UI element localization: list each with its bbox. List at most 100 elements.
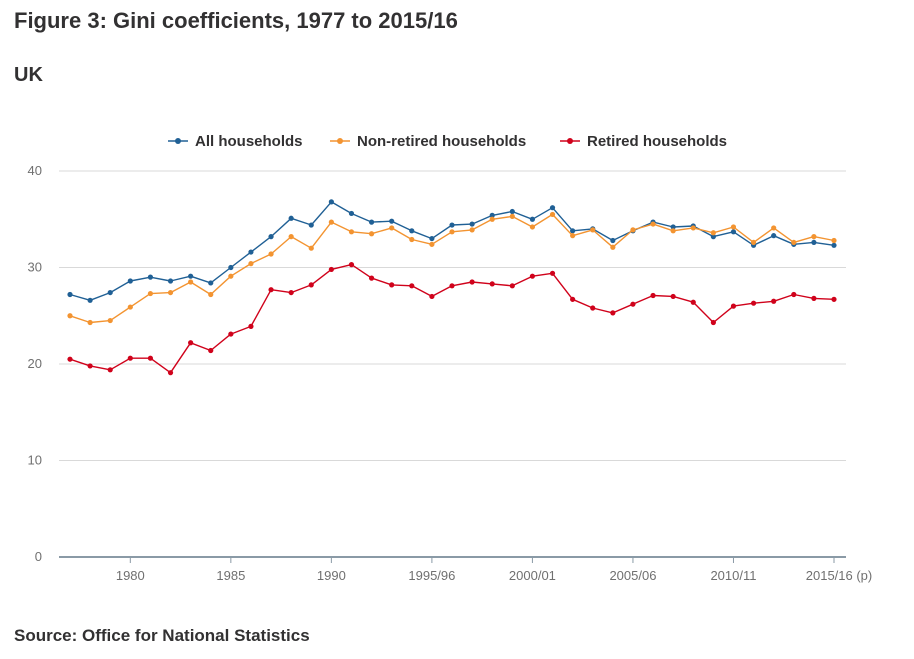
- data-point: [670, 224, 676, 230]
- data-point: [449, 283, 455, 289]
- data-point: [268, 287, 274, 293]
- plot-area: [67, 199, 837, 376]
- data-point: [509, 283, 515, 289]
- x-tick-label: 2000/01: [509, 568, 556, 583]
- y-tick-label: 30: [28, 260, 42, 275]
- data-point: [67, 356, 73, 362]
- data-point: [228, 273, 234, 279]
- data-point: [107, 317, 113, 324]
- data-point: [811, 239, 817, 246]
- data-point: [127, 304, 133, 310]
- data-point: [87, 363, 93, 369]
- data-point: [690, 225, 696, 231]
- chart-source: Source: Office for National Statistics: [14, 626, 310, 645]
- data-point: [328, 199, 334, 205]
- data-point: [650, 292, 656, 299]
- data-point: [87, 297, 93, 303]
- legend-swatch-marker: [175, 138, 181, 144]
- data-point: [248, 261, 254, 267]
- data-point: [429, 235, 435, 242]
- data-point: [348, 229, 355, 235]
- data-point: [831, 237, 837, 244]
- data-point: [288, 234, 294, 240]
- legend-label: Retired households: [587, 133, 727, 150]
- y-tick-label: 10: [28, 453, 42, 468]
- data-point: [570, 296, 576, 302]
- data-point: [368, 219, 375, 225]
- data-point: [107, 367, 113, 373]
- data-point: [630, 301, 636, 307]
- data-point: [549, 270, 556, 276]
- data-point: [509, 208, 515, 215]
- data-point: [127, 278, 133, 284]
- data-point: [208, 347, 214, 354]
- x-tick-label: 2010/11: [710, 568, 756, 583]
- data-point: [590, 227, 596, 233]
- data-point: [348, 262, 355, 268]
- data-point: [570, 228, 576, 234]
- data-point: [127, 355, 133, 361]
- data-point: [208, 291, 214, 298]
- data-point: [87, 319, 93, 326]
- data-point: [509, 213, 515, 219]
- data-point: [248, 249, 254, 255]
- data-point: [610, 237, 616, 244]
- x-tick-label: 1990: [317, 568, 346, 583]
- x-tick-label: 2015/16 (p): [806, 568, 873, 583]
- data-point: [710, 230, 716, 236]
- data-point: [147, 290, 154, 297]
- data-point: [449, 229, 455, 235]
- data-point: [167, 278, 174, 284]
- data-point: [268, 251, 274, 257]
- data-point: [750, 239, 757, 246]
- data-point: [730, 303, 737, 309]
- legend-item-3: Retired households: [560, 133, 727, 150]
- data-point: [771, 233, 777, 239]
- data-point: [570, 233, 576, 239]
- data-point: [188, 279, 194, 285]
- data-point: [831, 242, 837, 248]
- data-point: [228, 331, 234, 337]
- data-point: [328, 266, 334, 273]
- data-point: [429, 241, 435, 247]
- series-line-3: [69, 263, 835, 374]
- data-point: [308, 245, 314, 251]
- chart-legend: All households Non-retired households Reti…: [168, 133, 727, 150]
- data-point: [730, 229, 737, 235]
- data-point: [328, 219, 334, 225]
- data-point: [268, 234, 274, 240]
- y-tick-label: 40: [28, 163, 42, 178]
- data-point: [308, 222, 314, 228]
- data-point: [167, 289, 174, 296]
- data-point: [348, 210, 355, 217]
- chart-subtitle: UK: [14, 64, 43, 86]
- data-point: [590, 305, 596, 311]
- data-point: [529, 273, 536, 279]
- x-tick-label: 1995/96: [408, 568, 455, 583]
- data-point: [469, 221, 475, 227]
- x-tick-label: 1985: [216, 568, 245, 583]
- data-point: [368, 231, 375, 237]
- x-tick-label: 1980: [116, 568, 145, 583]
- data-point: [529, 216, 536, 222]
- data-point: [771, 225, 777, 231]
- x-tick-label: 2005/06: [609, 568, 656, 583]
- data-point: [811, 295, 817, 301]
- legend-item-1: All households: [168, 133, 303, 150]
- data-point: [771, 298, 777, 304]
- data-point: [650, 221, 656, 227]
- data-point: [67, 313, 73, 319]
- data-point: [389, 218, 395, 224]
- data-point: [389, 225, 395, 231]
- data-point: [449, 222, 455, 228]
- data-point: [409, 228, 415, 234]
- data-point: [630, 227, 636, 233]
- data-point: [710, 234, 716, 240]
- data-point: [147, 355, 154, 361]
- data-point: [107, 289, 113, 296]
- data-point: [429, 293, 435, 300]
- data-point: [409, 283, 415, 289]
- x-axis: 1980 1985 1990 1995/96 2000/01 2005/06 2010/11…: [59, 556, 873, 583]
- legend-item-2: Non-retired households: [330, 133, 526, 150]
